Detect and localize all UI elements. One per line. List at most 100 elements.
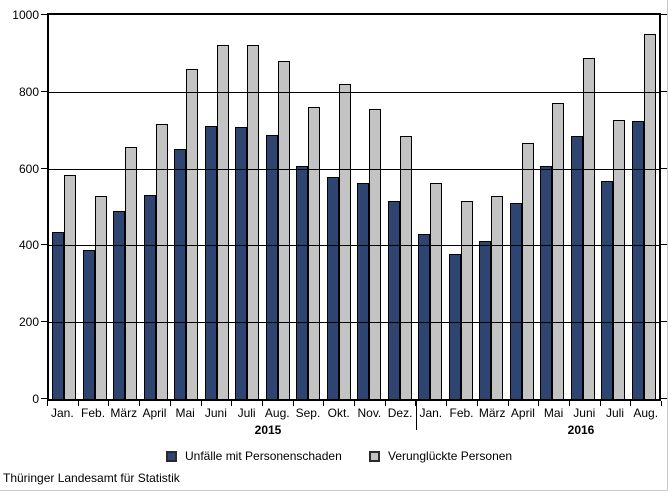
- bar: [64, 174, 77, 399]
- x-axis-tick: [599, 401, 601, 406]
- bar: [460, 201, 473, 399]
- gridline: [49, 168, 659, 170]
- x-tick-label: März: [478, 406, 506, 420]
- x-tick-label: Aug.: [264, 406, 290, 420]
- y-axis-label: 400: [18, 238, 39, 253]
- y-axis-label: 600: [18, 161, 39, 176]
- x-tick-label: April: [142, 406, 167, 420]
- x-axis-tick: [538, 401, 540, 406]
- x-axis-tick: [77, 401, 79, 406]
- bar: [308, 107, 321, 399]
- x-axis-tick: [292, 401, 294, 406]
- bar: [216, 44, 229, 399]
- y-axis-tick: [661, 321, 667, 323]
- legend-swatch-unfaelle: [166, 450, 177, 462]
- bar: [338, 84, 351, 399]
- y-axis-tick: [41, 398, 47, 399]
- y-axis-tick: [41, 244, 47, 246]
- bar: [155, 124, 168, 399]
- y-axis-tick: [661, 167, 667, 169]
- x-tick-label: Juli: [606, 406, 625, 420]
- bar: [479, 240, 492, 399]
- bar-group: [598, 15, 629, 399]
- x-axis-tick: [231, 401, 233, 406]
- x-axis-tick: [661, 401, 662, 406]
- x-axis-tick: [108, 401, 110, 406]
- gridline: [49, 322, 659, 324]
- bar: [265, 135, 278, 399]
- bar: [174, 149, 187, 399]
- x-axis-tick: [415, 401, 417, 406]
- y-axis-label: 1000: [12, 8, 39, 22]
- year-divider-line: [416, 401, 417, 430]
- legend-label-unfaelle: Unfälle mit Personenschaden: [185, 449, 342, 463]
- legend-item-verunglueckte: Verunglückte Personen: [369, 449, 512, 463]
- bar: [643, 33, 656, 399]
- x-axis-tick: [630, 401, 632, 406]
- y-axis-label: 200: [18, 315, 39, 330]
- x-axis-tick: [139, 401, 141, 406]
- x-tick-label: Mai: [175, 406, 195, 420]
- bar-group: [171, 15, 202, 399]
- bar: [491, 196, 504, 399]
- y-axis-tick: [661, 90, 667, 92]
- x-tick-label: Dez.: [387, 406, 413, 420]
- x-tick-label: Feb.: [81, 406, 106, 420]
- x-tick-label: Jan.: [51, 406, 74, 420]
- x-axis-tick: [354, 401, 355, 406]
- x-axis-tick: [384, 401, 386, 406]
- y-axis-tick: [661, 398, 667, 399]
- bar-group: [537, 15, 568, 399]
- bar: [369, 108, 382, 399]
- gridline: [49, 91, 659, 93]
- bar: [631, 120, 644, 399]
- bar: [296, 166, 309, 399]
- bar: [509, 203, 522, 399]
- bar-group: [232, 15, 263, 399]
- bar: [582, 57, 595, 399]
- x-tick-label: Mai: [543, 406, 564, 420]
- bar: [552, 103, 565, 399]
- x-axis-tick: [507, 401, 509, 406]
- bar: [601, 180, 614, 399]
- y-axis-label: 0: [32, 392, 39, 406]
- x-axis-tick: [446, 401, 448, 406]
- year-label-2016: 2016: [567, 423, 595, 437]
- bar-group: [141, 15, 172, 399]
- year-label-2015: 2015: [254, 423, 282, 437]
- bar: [418, 233, 431, 399]
- x-tick-label: Nov.: [357, 406, 382, 420]
- bar: [277, 61, 290, 399]
- y-axis-tick: [661, 244, 667, 246]
- bar: [540, 166, 553, 399]
- bar: [82, 250, 95, 399]
- x-tick-label: Feb.: [449, 406, 474, 420]
- y-axis-tick: [661, 14, 667, 15]
- bar-group: [110, 15, 141, 399]
- bar-group: [354, 15, 385, 399]
- bar-group: [80, 15, 111, 399]
- bar: [235, 127, 248, 399]
- bar-group: [49, 15, 80, 399]
- x-tick-label: Juli: [237, 406, 256, 420]
- x-tick-label: März: [110, 406, 138, 420]
- bar-group: [202, 15, 233, 399]
- bar-group: [568, 15, 599, 399]
- x-tick-label: Aug.: [633, 406, 659, 420]
- legend-item-unfaelle: Unfälle mit Personenschaden: [166, 449, 342, 463]
- bar: [143, 194, 156, 399]
- x-axis-tick: [47, 401, 48, 406]
- x-tick-label: Juni: [573, 406, 596, 420]
- source-text: Thüringer Landesamt für Statistik: [3, 471, 180, 485]
- bar-group: [629, 15, 660, 399]
- bar: [94, 196, 107, 399]
- bar: [52, 231, 65, 399]
- bar: [113, 210, 126, 399]
- bar: [399, 135, 412, 399]
- plot-area: [47, 13, 661, 401]
- x-axis-tick: [323, 401, 325, 406]
- bar: [204, 126, 217, 399]
- x-tick-label: Juni: [204, 406, 227, 420]
- bar: [521, 142, 534, 399]
- x-axis-tick: [169, 401, 171, 406]
